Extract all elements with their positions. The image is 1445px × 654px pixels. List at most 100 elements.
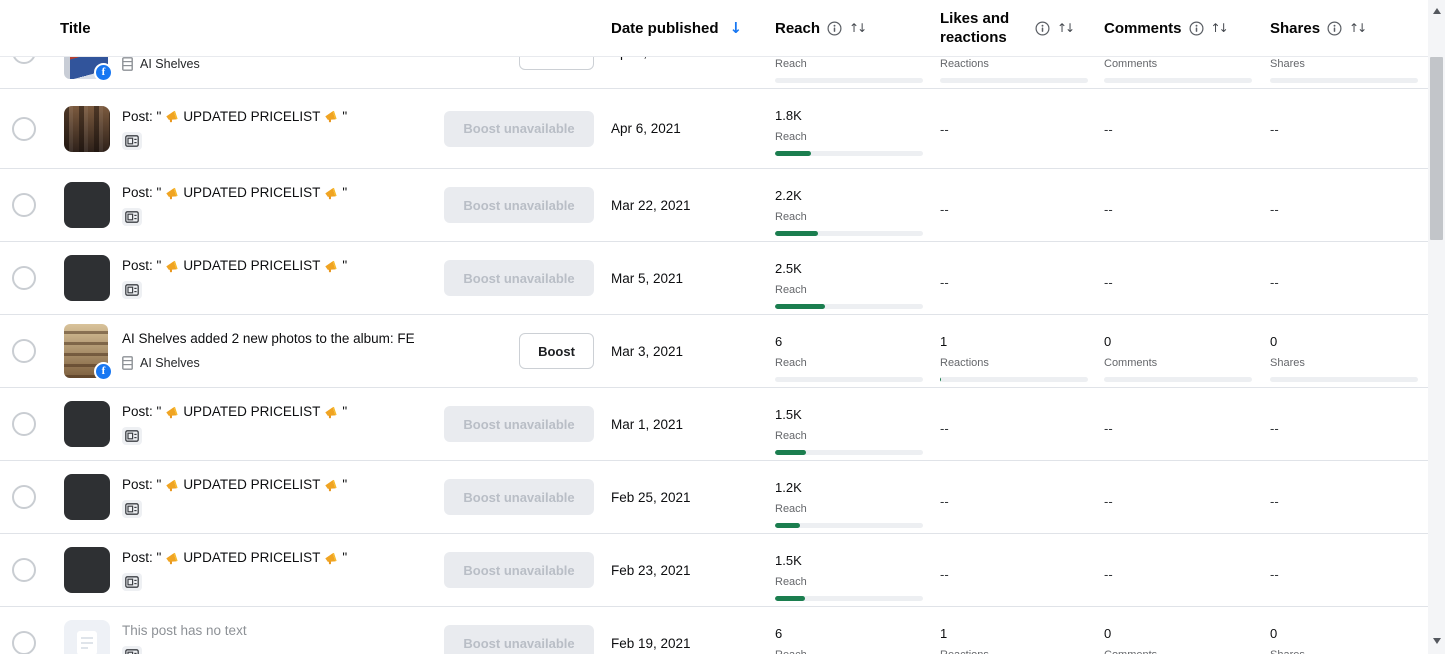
sort-descending-icon[interactable]: ↓: [729, 19, 743, 37]
reach-cell: 1.5K Reach: [758, 388, 923, 460]
column-header-date-published[interactable]: Date published ↓: [594, 19, 758, 37]
reach-cell: 6 Reach: [758, 607, 923, 654]
reach-value: 1.8K: [775, 108, 802, 123]
comments-cell: 0 Comments: [1088, 315, 1252, 387]
post-thumbnail[interactable]: [64, 401, 110, 447]
post-thumbnail[interactable]: [64, 105, 110, 152]
facebook-badge-icon: f: [94, 362, 113, 381]
table-row: Post: " UPDATED PRICELIST " Boost unavai…: [0, 388, 1428, 461]
post-title[interactable]: Post: " UPDATED PRICELIST ": [122, 185, 348, 200]
sort-icon[interactable]: ↑↓: [1057, 21, 1075, 35]
post-title[interactable]: This post has no text: [122, 623, 247, 638]
page-name[interactable]: AI Shelves: [140, 57, 200, 71]
row-checkbox[interactable]: [12, 558, 36, 582]
shares-cell: 0 Shares: [1252, 607, 1428, 654]
comments-cell: --: [1104, 567, 1113, 582]
row-checkbox[interactable]: [12, 412, 36, 436]
comments-label: Comments: [1104, 58, 1158, 70]
row-checkbox[interactable]: [12, 631, 36, 654]
post-thumbnail[interactable]: f: [64, 324, 113, 381]
reactions-cell: --: [940, 122, 949, 137]
row-checkbox[interactable]: [12, 485, 36, 509]
info-icon[interactable]: [1035, 20, 1050, 36]
sort-icon[interactable]: ↑↓: [849, 21, 867, 35]
megaphone-emoji-icon: [165, 259, 179, 273]
column-header-reach[interactable]: Reach ↑↓: [758, 20, 923, 37]
boost-unavailable-button: Boost unavailable: [444, 479, 594, 515]
megaphone-emoji-icon: [324, 551, 338, 565]
reactions-cell: --: [940, 202, 949, 217]
scroll-down-arrow-icon[interactable]: [1428, 632, 1445, 649]
info-icon[interactable]: [1327, 20, 1342, 36]
page-name[interactable]: AI Shelves: [140, 356, 200, 370]
title-column-label: Title: [60, 19, 91, 37]
table-row: This post has no text Boost unavailable …: [0, 607, 1428, 654]
post-title[interactable]: Post: " UPDATED PRICELIST ": [122, 404, 348, 419]
reactions-cell: --: [940, 275, 949, 290]
reactions-cell: --: [940, 567, 949, 582]
comments-cell: --: [1104, 202, 1113, 217]
row-checkbox[interactable]: [12, 193, 36, 217]
row-checkbox[interactable]: [12, 339, 36, 363]
megaphone-emoji-icon: [324, 259, 338, 273]
post-thumbnail[interactable]: [64, 182, 110, 228]
comments-cell: Comments: [1088, 16, 1252, 88]
reach-cell: 2.2K Reach: [758, 169, 923, 241]
shares-cell: --: [1270, 275, 1279, 290]
post-title[interactable]: Post: " UPDATED PRICELIST ": [122, 258, 348, 273]
megaphone-emoji-icon: [165, 109, 179, 123]
reach-value: 2.2K: [775, 188, 802, 203]
page-shelf-icon: [122, 356, 133, 370]
shares-bar: [1270, 78, 1418, 83]
post-title[interactable]: Post: " UPDATED PRICELIST ": [122, 108, 348, 124]
post-thumbnail[interactable]: [64, 547, 110, 593]
reach-label: Reach: [775, 430, 807, 442]
shares-cell: --: [1270, 494, 1279, 509]
reach-label: Reach: [775, 58, 807, 70]
reactions-bar: [940, 78, 1088, 83]
reactions-label: Reactions: [940, 649, 1088, 654]
post-title[interactable]: AI Shelves added 2 new photos to the alb…: [122, 330, 414, 347]
comments-column-label: Comments: [1104, 19, 1182, 37]
row-checkbox[interactable]: [12, 266, 36, 290]
boost-button[interactable]: Boost: [519, 333, 594, 369]
date-published: Mar 1, 2021: [611, 416, 684, 432]
boost-unavailable-button: Boost unavailable: [444, 260, 594, 296]
post-thumbnail[interactable]: [64, 255, 110, 301]
column-header-shares[interactable]: Shares ↑↓: [1252, 20, 1428, 37]
sort-icon[interactable]: ↑↓: [1349, 21, 1367, 35]
post-thumbnail[interactable]: [64, 620, 110, 654]
info-icon[interactable]: [1189, 20, 1204, 36]
reactions-cell: --: [940, 421, 949, 436]
reactions-cell: 1 Reactions: [923, 315, 1088, 387]
column-header-likes-reactions[interactable]: Likes and reactions ↑↓: [923, 9, 1088, 47]
sort-icon[interactable]: ↑↓: [1210, 21, 1229, 35]
post-title[interactable]: Post: " UPDATED PRICELIST ": [122, 477, 348, 492]
shares-label: Shares: [1270, 649, 1428, 654]
date-published: Feb 23, 2021: [611, 562, 691, 578]
row-checkbox[interactable]: [12, 116, 36, 141]
reach-cell: 1.8K Reach: [758, 89, 923, 168]
vertical-scrollbar[interactable]: [1428, 0, 1445, 654]
shares-cell: Shares: [1252, 16, 1428, 88]
megaphone-emoji-icon: [165, 405, 179, 419]
reach-bar: [775, 78, 923, 83]
megaphone-emoji-icon: [165, 551, 179, 565]
date-published: Apr 6, 2021: [611, 121, 681, 136]
post-thumbnail[interactable]: [64, 474, 110, 520]
info-icon[interactable]: [827, 20, 842, 36]
megaphone-emoji-icon: [324, 478, 338, 492]
scroll-up-arrow-icon[interactable]: [1428, 2, 1445, 19]
scrollbar-thumb[interactable]: [1430, 57, 1443, 240]
date-published: Feb 19, 2021: [611, 635, 691, 651]
post-title[interactable]: Post: " UPDATED PRICELIST ": [122, 550, 348, 565]
reactions-cell: Reactions: [923, 16, 1088, 88]
reach-cell: 1.5K Reach: [758, 534, 923, 606]
column-header-comments[interactable]: Comments ↑↓: [1088, 20, 1252, 37]
reach-bar: [775, 596, 923, 601]
shares-value: 0: [1270, 626, 1278, 641]
date-published: Mar 5, 2021: [611, 270, 684, 286]
reactions-value: 1: [940, 334, 948, 349]
reach-cell: 1.2K Reach: [758, 461, 923, 533]
reach-bar: [775, 304, 923, 309]
